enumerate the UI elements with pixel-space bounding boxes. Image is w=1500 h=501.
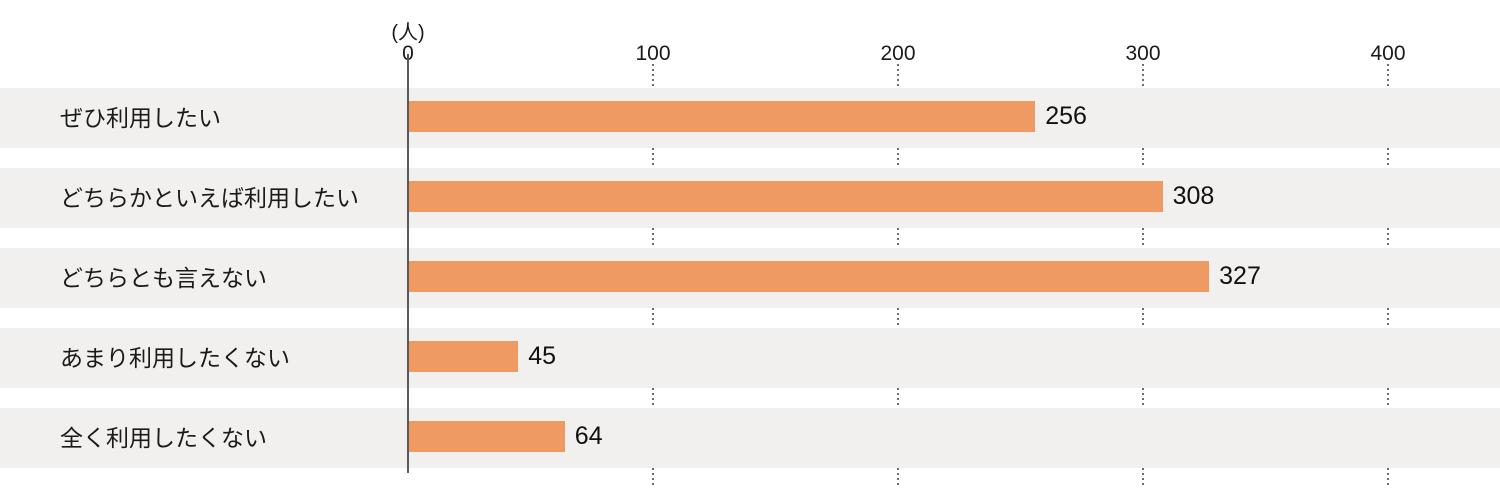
category-label: ぜひ利用したい xyxy=(60,105,221,131)
gridline-dotted-tick xyxy=(1142,308,1144,328)
category-label: どちらかといえば利用したい xyxy=(60,185,359,211)
value-label: 327 xyxy=(1219,262,1261,290)
gridline-dotted-tick xyxy=(897,64,899,86)
x-axis-tick-label: 300 xyxy=(1125,42,1161,65)
value-label: 64 xyxy=(574,422,603,450)
gridline-dotted-tick xyxy=(897,148,899,168)
gridline-dotted-tick xyxy=(1142,228,1144,248)
bar xyxy=(408,341,519,372)
gridline-dotted-tick xyxy=(652,458,654,486)
gridline-dotted-tick xyxy=(897,458,899,486)
x-axis-tick-label: 100 xyxy=(635,42,671,65)
x-axis-tick-label: 0 xyxy=(402,42,414,66)
category-label: あまり利用したくない xyxy=(60,345,290,371)
gridline-dotted-tick xyxy=(1142,148,1144,168)
gridline-dotted-tick xyxy=(1142,388,1144,408)
gridline-dotted-tick xyxy=(652,228,654,248)
bar xyxy=(408,181,1163,212)
gridline-dotted-tick xyxy=(652,388,654,408)
value-label: 45 xyxy=(528,342,557,370)
gridline-dotted-tick xyxy=(1387,388,1389,408)
gridline-dotted-tick xyxy=(1387,458,1389,486)
gridline-dotted-tick xyxy=(897,388,899,408)
row-band xyxy=(0,328,1500,388)
x-axis-tick-label: 200 xyxy=(880,42,916,65)
gridline-dotted-tick xyxy=(1142,64,1144,86)
gridline-dotted-tick xyxy=(897,228,899,248)
gridline-dotted-tick xyxy=(897,308,899,328)
category-label: 全く利用したくない xyxy=(60,425,267,451)
bar xyxy=(408,261,1210,292)
category-label: どちらとも言えない xyxy=(60,265,267,291)
gridline-dotted-tick xyxy=(652,64,654,86)
gridline-dotted-tick xyxy=(1387,148,1389,168)
bar xyxy=(408,421,565,452)
x-axis-tick-label: 400 xyxy=(1370,42,1406,65)
gridline-dotted-tick xyxy=(1387,308,1389,328)
gridline-dotted-tick xyxy=(1387,228,1389,248)
value-label: 256 xyxy=(1045,102,1087,130)
row-band xyxy=(0,408,1500,468)
gridline-dotted-tick xyxy=(1387,64,1389,86)
gridline-dotted-tick xyxy=(652,308,654,328)
y-axis-zero-line xyxy=(407,54,409,473)
bar xyxy=(408,101,1036,132)
axis-unit-label: (人) xyxy=(391,22,425,44)
gridline-dotted-tick xyxy=(1142,458,1144,486)
gridline-dotted-tick xyxy=(652,148,654,168)
value-label: 308 xyxy=(1172,182,1215,210)
